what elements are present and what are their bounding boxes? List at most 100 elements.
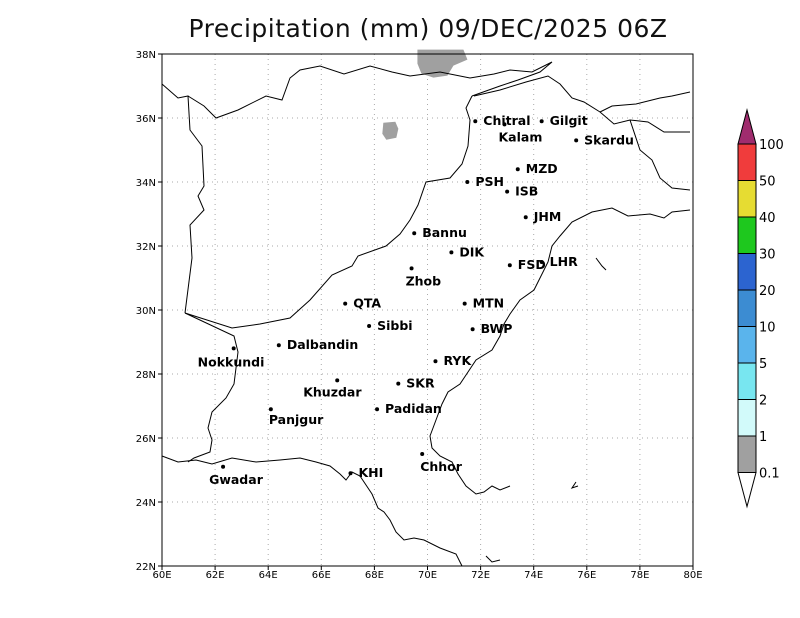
station-dot — [502, 122, 507, 127]
station-dot — [473, 119, 478, 124]
station-dot — [409, 266, 414, 271]
station-dot — [465, 180, 470, 184]
china-boundary — [599, 91, 691, 191]
legend-label: 20 — [759, 284, 776, 299]
legend-swatch — [737, 362, 757, 400]
y-tick-label: 32N — [136, 242, 156, 253]
map-title: Precipitation (mm) 09/DEC/2025 06Z — [188, 14, 668, 43]
legend-label: 5 — [759, 357, 767, 372]
station-label: Panjgur — [269, 412, 324, 427]
station-dot — [420, 452, 425, 456]
station-label: QTA — [353, 296, 381, 311]
station-dot — [515, 167, 520, 172]
x-tick-label: 74E — [524, 570, 543, 581]
grid-lines — [162, 54, 693, 566]
legend-bottom-arrow — [737, 472, 757, 509]
x-tick-label: 64E — [259, 570, 278, 581]
legend-top-arrow — [737, 108, 757, 145]
station-dot — [433, 359, 438, 364]
station-dot — [470, 327, 475, 332]
legend-swatch — [737, 180, 757, 218]
legend-swatch — [737, 399, 757, 437]
station-dot — [539, 260, 544, 264]
legend-swatch — [737, 289, 757, 327]
station-label: Chitral — [483, 113, 530, 128]
station-dot — [574, 138, 579, 143]
station-label: MZD — [526, 161, 558, 176]
legend-label: 2 — [759, 394, 767, 409]
station-dot — [221, 464, 226, 469]
legend-label: 1 — [759, 430, 767, 445]
station-label: Padidan — [385, 401, 442, 416]
station-dot — [231, 346, 236, 351]
color-legend: 100 50 40 30 20 10 5 2 1 0.1 — [737, 108, 784, 509]
y-tick-label: 34N — [136, 178, 156, 189]
legend-label: 0.1 — [759, 467, 780, 482]
station-label: Dalbandin — [287, 337, 359, 352]
station-dot — [523, 215, 528, 220]
station-label: RYK — [443, 353, 472, 368]
station-dot — [375, 407, 380, 412]
legend-label: 50 — [759, 175, 776, 190]
legend-label: 100 — [759, 138, 784, 153]
station-dot — [462, 301, 467, 306]
legend-label: 30 — [759, 248, 776, 263]
precip-area — [417, 49, 468, 78]
legend-swatch — [737, 253, 757, 291]
y-tick-label: 30N — [136, 306, 156, 317]
station-dot — [507, 263, 512, 268]
legend-swatch — [737, 435, 757, 473]
y-tick-label: 38N — [136, 50, 156, 61]
legend-swatch — [737, 326, 757, 364]
boundary-fragment — [485, 257, 607, 563]
station-dot — [367, 324, 372, 328]
afghanistan-boundary — [161, 61, 553, 329]
station-dot — [276, 343, 281, 348]
coastline — [161, 455, 463, 567]
y-tick-label: 36N — [136, 114, 156, 125]
x-tick-label: 78E — [630, 570, 649, 581]
x-tick-label: 70E — [418, 570, 437, 581]
axis-ticks: 60E 62E 64E 66E 68E 70E 72E 74E 76E 78E 80E 22N 24N 2… — [136, 50, 703, 581]
x-tick-label: 60E — [152, 570, 171, 581]
station-label: DIK — [459, 244, 485, 259]
pakistan-iran-boundary — [184, 312, 239, 463]
station-label: SKR — [406, 376, 435, 391]
x-tick-label: 76E — [577, 570, 596, 581]
y-tick-label: 22N — [136, 562, 156, 573]
station-label: ISB — [515, 184, 538, 199]
legend-swatch — [737, 216, 757, 254]
x-tick-label: 66E — [312, 570, 331, 581]
station-label: LHR — [550, 254, 578, 269]
station-label: Skardu — [584, 132, 634, 147]
y-tick-label: 24N — [136, 498, 156, 509]
station-label: Zhob — [406, 273, 442, 288]
station-dot — [396, 381, 401, 386]
station-label: Kalam — [498, 129, 542, 144]
station-label: Gilgit — [550, 113, 588, 128]
precipitation-shading — [382, 49, 468, 140]
station-label: Sibbi — [377, 318, 412, 333]
station-label: Chhor — [420, 459, 463, 474]
legend-label: 10 — [759, 321, 776, 336]
station-dot — [348, 471, 353, 476]
station-dot — [412, 231, 417, 236]
station-label: KHI — [359, 465, 384, 480]
station-dot — [343, 301, 348, 306]
station-dot — [449, 250, 454, 255]
x-tick-label: 62E — [206, 570, 225, 581]
legend-label: 40 — [759, 211, 776, 226]
station-label: BWP — [481, 321, 513, 336]
station-dot — [268, 407, 273, 412]
station-label: PSH — [475, 174, 504, 189]
station-label: FSD — [518, 257, 546, 272]
y-tick-label: 26N — [136, 434, 156, 445]
station-label: Bannu — [422, 225, 467, 240]
pakistan-india-boundary — [429, 75, 691, 495]
x-tick-label: 72E — [471, 570, 490, 581]
precip-area — [382, 121, 399, 140]
country-boundaries — [161, 61, 691, 567]
station-dot — [539, 119, 544, 124]
y-tick-label: 28N — [136, 370, 156, 381]
